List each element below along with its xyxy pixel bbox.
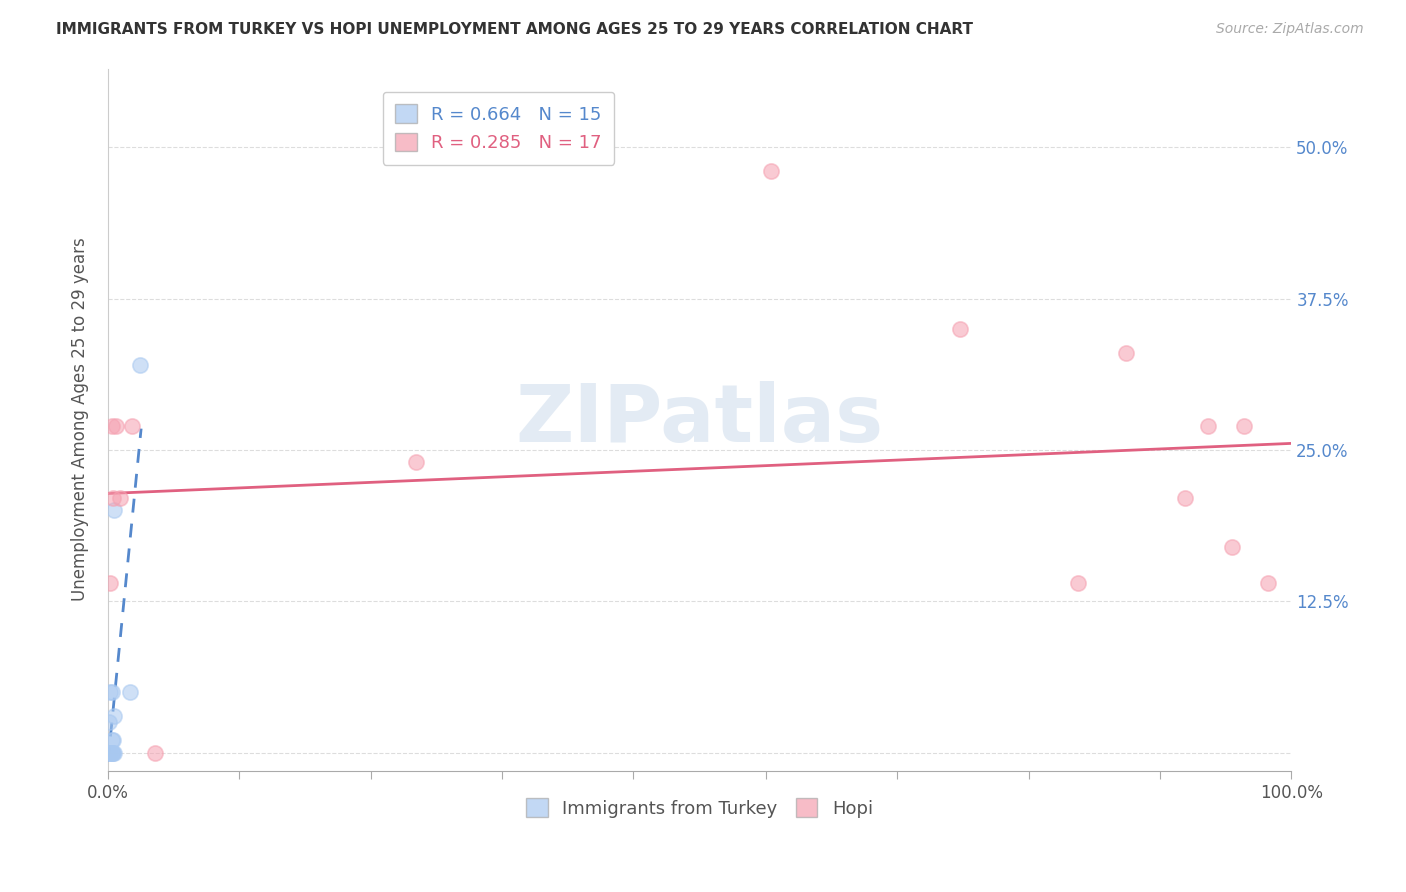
Point (143, 746, 166, 760)
Point (98, 685, 121, 699)
Point (101, 733, 124, 747)
Point (108, 491, 131, 506)
Legend: Immigrants from Turkey, Hopi: Immigrants from Turkey, Hopi (519, 791, 880, 825)
Point (100, 418, 122, 433)
Point (405, 455, 427, 469)
Point (101, 746, 124, 760)
Point (100, 746, 122, 760)
Point (1174, 491, 1197, 506)
Text: ZIPatlas: ZIPatlas (516, 381, 884, 458)
Y-axis label: Unemployment Among Ages 25 to 29 years: Unemployment Among Ages 25 to 29 years (72, 238, 89, 601)
Point (98, 576, 121, 591)
Point (103, 746, 125, 760)
Point (101, 491, 124, 506)
Point (100, 746, 122, 760)
Point (759, 164, 782, 178)
Point (98, 746, 121, 760)
Point (105, 418, 128, 433)
Point (98, 715, 121, 730)
Point (129, 358, 152, 372)
Point (1257, 576, 1279, 591)
Text: Source: ZipAtlas.com: Source: ZipAtlas.com (1216, 22, 1364, 37)
Point (100, 685, 122, 699)
Text: IMMIGRANTS FROM TURKEY VS HOPI UNEMPLOYMENT AMONG AGES 25 TO 29 YEARS CORRELATIO: IMMIGRANTS FROM TURKEY VS HOPI UNEMPLOYM… (56, 22, 973, 37)
Point (121, 418, 143, 433)
Point (1233, 418, 1256, 433)
Point (1220, 540, 1243, 554)
Point (1067, 576, 1090, 591)
Point (100, 733, 122, 747)
Point (103, 503, 125, 517)
Point (103, 709, 125, 723)
Point (949, 322, 972, 336)
Point (1115, 346, 1137, 360)
Point (98, 746, 121, 760)
Point (1198, 418, 1220, 433)
Point (120, 685, 142, 699)
